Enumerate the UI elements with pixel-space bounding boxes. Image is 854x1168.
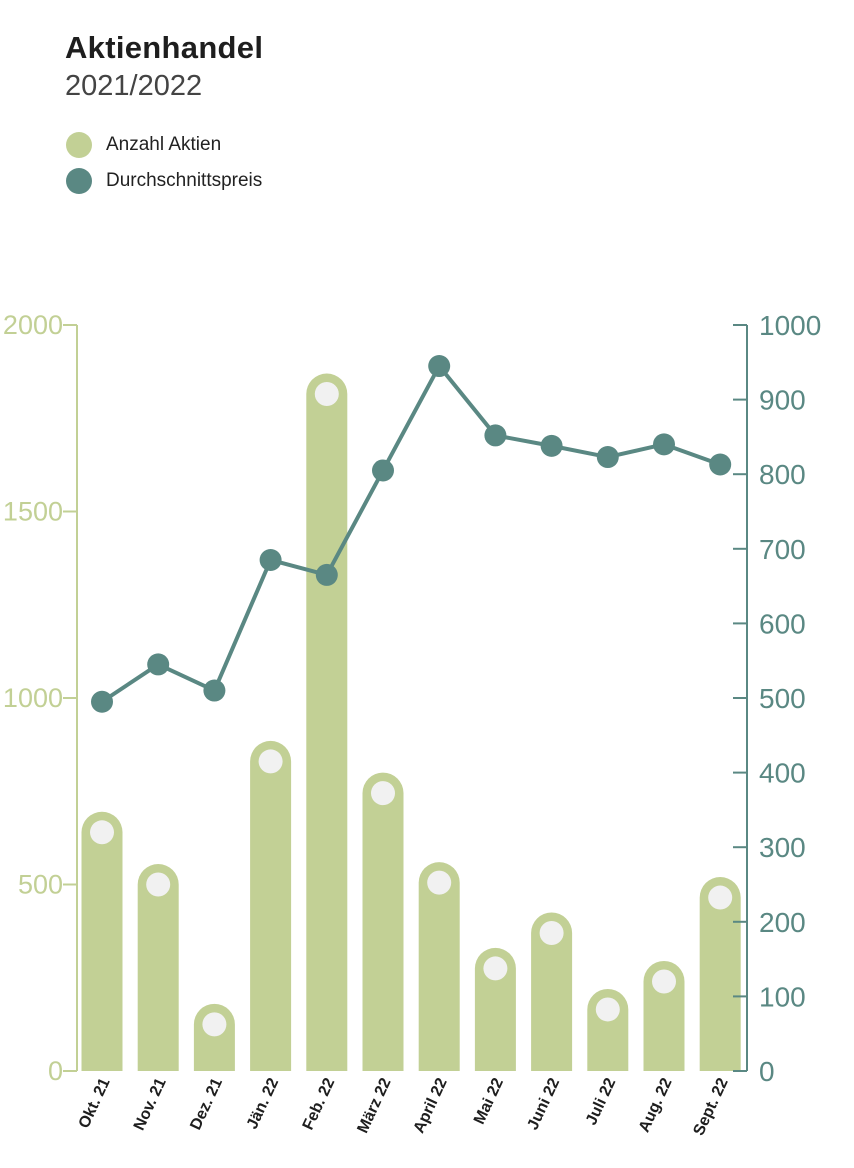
x-tick-label: Nov. 21 (131, 1075, 170, 1133)
bar-dot (146, 872, 171, 897)
x-tick-label: Okt. 21 (76, 1075, 114, 1131)
price-point (653, 433, 675, 456)
bar (531, 912, 573, 1071)
x-tick-labels: Okt. 21 Nov. 21 Dez. 21 Jän. 22 Feb. 22 März … (76, 1075, 732, 1138)
price-point (596, 446, 619, 469)
bar (137, 864, 179, 1071)
legend: Anzahl Aktien Durchschnittspreis (66, 127, 262, 199)
bar-dot (202, 1012, 227, 1037)
bar-group (643, 960, 685, 1071)
right-axis-tick-label: 400 (759, 758, 806, 789)
bar-group (137, 864, 179, 1071)
right-axis-tick-label: 900 (759, 385, 806, 416)
right-axis-tick-label: 100 (759, 981, 806, 1012)
x-tick-label: Dez. 21 (187, 1075, 226, 1132)
left-axis-tick-label: 1000 (3, 683, 63, 713)
bar (250, 740, 292, 1071)
price-point (540, 434, 563, 457)
chart-title: Aktienhandel (65, 30, 264, 65)
x-tick-label: Mai 22 (471, 1075, 507, 1127)
price-point (203, 679, 226, 702)
right-axis-tick-label: 1000 (759, 310, 821, 341)
bar-dot (427, 870, 452, 895)
x-tick-label: Juli 22 (583, 1075, 619, 1127)
right-axis-tick-label: 800 (759, 459, 806, 490)
bar (474, 947, 516, 1071)
bar-group (362, 772, 404, 1071)
bar (699, 877, 741, 1071)
x-tick-label: Jän. 22 (244, 1075, 282, 1131)
x-tick-label: Juni 22 (525, 1075, 564, 1132)
right-axis-tick-label: 600 (759, 608, 806, 639)
x-tick-label: April 22 (411, 1075, 451, 1135)
left-axis-tick-label: 0 (48, 1056, 63, 1086)
right-axis-tick-label: 700 (759, 534, 806, 565)
bar-group (418, 862, 460, 1071)
right-axis-tick-label: 300 (759, 832, 806, 863)
legend-label-bars: Anzahl Aktien (106, 134, 222, 155)
bar-group (193, 1003, 235, 1071)
price-line (100, 364, 721, 704)
bar-group (81, 811, 123, 1071)
left-axis-tick-label: 500 (18, 870, 63, 900)
bar (306, 373, 348, 1071)
price-point (259, 548, 282, 571)
price-point (484, 424, 507, 447)
x-tick-label: März 22 (354, 1075, 394, 1135)
bars-layer (81, 373, 741, 1071)
x-tick-label: Feb. 22 (300, 1075, 339, 1132)
x-tick-label: Sept. 22 (690, 1075, 731, 1138)
bar (81, 811, 123, 1071)
bar (418, 862, 460, 1071)
legend-swatch-line (66, 168, 92, 194)
bar-group (474, 947, 516, 1071)
bar-dot (483, 956, 508, 981)
bar-dot (539, 920, 564, 945)
bar (643, 960, 685, 1071)
bar-group (699, 877, 741, 1071)
line-layer (91, 355, 732, 713)
left-axis-tick-label: 2000 (3, 310, 63, 340)
x-tick-label: Aug. 22 (636, 1075, 676, 1135)
bar-dot (652, 969, 676, 994)
price-point (315, 563, 338, 586)
right-axis-tick-label: 0 (759, 1056, 775, 1087)
bar-dot (258, 749, 283, 774)
price-point (709, 453, 732, 476)
bar-dot (708, 885, 733, 910)
legend-item-bars: Anzahl Aktien (66, 127, 262, 163)
bar-group (531, 912, 573, 1071)
bar-dot (595, 997, 620, 1022)
legend-item-line: Durchschnittspreis (66, 163, 262, 199)
left-axis-tick-label: 1500 (3, 497, 63, 527)
price-point (147, 653, 170, 676)
bar-group (306, 373, 348, 1071)
bar (362, 772, 404, 1071)
price-point (91, 690, 113, 713)
price-point (372, 459, 394, 482)
bar-group (250, 740, 292, 1071)
right-axis-tick-label: 500 (759, 683, 806, 714)
price-point (428, 355, 451, 378)
right-axis-tick-label: 200 (759, 907, 806, 938)
chart-subtitle: 2021/2022 (65, 70, 203, 102)
legend-swatch-bars (66, 132, 92, 158)
bar-dot (90, 820, 114, 845)
bar-dot (314, 382, 339, 407)
bar-dot (371, 781, 395, 806)
bar-group (587, 988, 629, 1071)
axes-layer: 0 500 1000 1500 2000 0 100 200 300 400 500 600 700 80… (3, 310, 821, 1087)
legend-label-line: Durchschnittspreis (106, 170, 263, 191)
